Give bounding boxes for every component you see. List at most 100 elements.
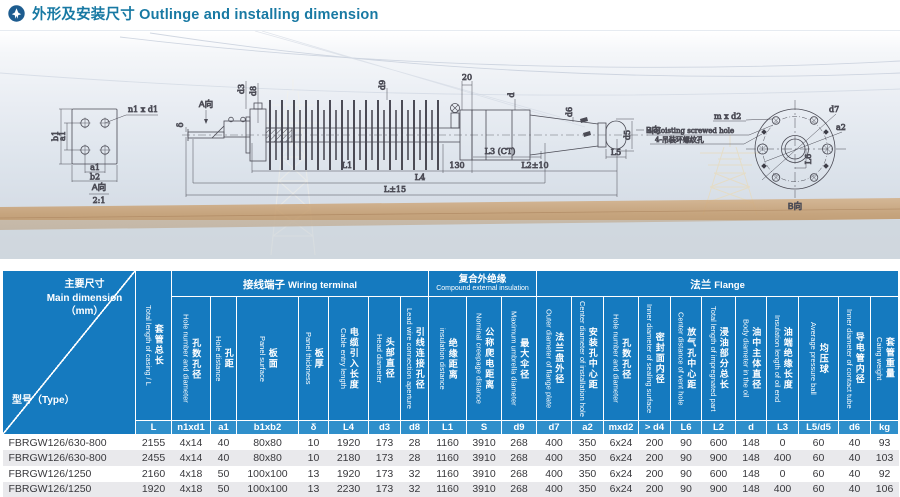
corner-type-label: 型号（Type）	[12, 395, 75, 406]
symbol-cell: S	[466, 420, 502, 435]
cell: 400	[545, 452, 563, 465]
flange-end-view: m x d2 4-Hoisting screwed hole 4-吊装环螺纹孔 …	[647, 100, 846, 211]
cell: 90	[680, 452, 692, 465]
col-header: Cable entry length 电缆引入长度	[328, 296, 369, 421]
symbol-cell: a2	[571, 420, 605, 435]
cell: 40	[848, 436, 861, 449]
symbol-cell: L6	[670, 420, 703, 435]
dim-d: d	[507, 92, 516, 97]
view-b-caption: B向	[788, 201, 802, 211]
table-row: FBRGW126/1250 1920 4x18 50 100x100 13 22…	[2, 481, 899, 497]
dim-b1: b1	[51, 131, 60, 141]
cell: 4x14	[179, 452, 203, 465]
cell: 350	[578, 436, 597, 449]
cell: 32	[408, 467, 421, 480]
col-header: Head diameter 头部直径	[368, 296, 401, 421]
cell: 900	[709, 452, 728, 465]
cell: 1160	[436, 483, 459, 496]
dim-20: 20	[462, 73, 472, 82]
dim-mxd2: m x d2	[714, 112, 741, 121]
dim-l1: L1	[342, 161, 352, 170]
symbol-cell: L2	[701, 420, 737, 435]
cell: 1920	[141, 483, 166, 496]
cell: 60	[812, 436, 825, 449]
symbol-cell: d3	[368, 420, 401, 435]
cell: 50	[217, 483, 230, 496]
cell: 0	[779, 436, 786, 449]
col-header: Inner diameter of sealing surface 密封面内径	[638, 296, 672, 421]
symbol-cell: d9	[500, 420, 538, 435]
column-header-row: Hole number and diameter 孔数孔径 Hole distan…	[3, 296, 900, 421]
cell: 40	[848, 452, 861, 465]
cell: 350	[578, 467, 597, 480]
cell: 60	[812, 483, 825, 496]
cell: 13	[307, 483, 320, 496]
cell: 2155	[141, 436, 166, 449]
symbol-cell: L	[135, 420, 172, 435]
technical-drawing-area: n1 x d1 b1 a1 a1 b2 A向 2:1 A向	[0, 30, 900, 259]
cell: 80x80	[253, 436, 282, 449]
cell: 600	[709, 436, 728, 449]
cell: 60	[812, 467, 825, 480]
page-header: 外形及安装尺寸 Outlinge and installing dimensio…	[8, 3, 379, 24]
symbol-cell: a1	[210, 420, 237, 435]
cell: 0	[779, 467, 786, 480]
col-header: Inner diameter of contact tube 导电管内径	[838, 296, 872, 421]
col-header: Center diameter of installation hole 安装孔中…	[571, 296, 605, 421]
dim-n1xd1: n1 x d1	[128, 105, 158, 114]
col-header: Hole distance 孔距	[210, 296, 237, 421]
cell: 100x100	[247, 467, 288, 480]
dim-l2: L2±10	[521, 161, 548, 170]
col-header: Center distance of vent hole 放气孔中心距	[670, 296, 703, 421]
cell: 200	[645, 436, 664, 449]
cell: 3910	[472, 483, 496, 496]
symbol-cell: > d4	[638, 420, 672, 435]
cell: 268	[510, 483, 528, 496]
cell: 4x18	[179, 467, 203, 480]
cell: 40	[217, 436, 230, 449]
dim-d7: d7	[829, 105, 839, 114]
table-row: FBRGW126/630-800 2455 4x14 40 80x80 10 2…	[2, 450, 899, 466]
symbol-cell: L3	[766, 420, 800, 435]
symbol-cell: kg	[870, 420, 900, 435]
outline-drawing: n1 x d1 b1 a1 a1 b2 A向 2:1 A向	[0, 31, 900, 259]
background-shoreline	[0, 198, 900, 259]
cell: 400	[773, 452, 792, 465]
dim-d9: d9	[378, 80, 387, 90]
cell: 1920	[336, 436, 361, 449]
cell: 60	[812, 452, 825, 465]
cell: 10	[307, 452, 320, 465]
table-corner: 主要尺寸 Main dimension （mm） 型号（Type）	[2, 270, 136, 435]
cell: 148	[742, 483, 760, 496]
cell: 2180	[336, 452, 361, 465]
brand-icon	[8, 5, 25, 22]
col-header: Body diameter in the oil 油中主体直径	[735, 296, 768, 421]
dim-l3: L3 (CT)	[485, 147, 516, 156]
cell: 200	[645, 467, 664, 480]
cell: 173	[375, 436, 394, 449]
cell: 40	[217, 452, 230, 465]
cell: 40	[848, 483, 861, 496]
cell: 10	[307, 436, 320, 449]
dim-l4: L4	[415, 173, 425, 182]
table-row: FBRGW126/630-800 2155 4x14 40 80x80 10 1…	[3, 435, 899, 451]
cell: 400	[773, 483, 792, 496]
col-header: Hole number and diameter 孔数孔径	[603, 296, 640, 421]
dim-d3: d3	[237, 84, 246, 94]
cell: 90	[680, 436, 692, 449]
cell: 50	[217, 467, 230, 480]
cell: 4x18	[179, 483, 203, 496]
cell: 148	[742, 452, 760, 465]
symbol-cell: d8	[400, 420, 429, 435]
dim-l15: L±15	[384, 185, 406, 194]
dim-b2: b2	[90, 173, 100, 182]
bushing-drawing: A向 δ d3 d8 d9 20 d d6 d5 L3 (CT) L5 L1 1…	[176, 73, 661, 197]
dim-delta: δ	[176, 122, 185, 127]
col-header: Insulation length of oil end 油端绝缘长度	[766, 296, 800, 421]
cell: 268	[510, 436, 528, 449]
background-power-lines	[0, 31, 900, 128]
cell: 173	[375, 452, 394, 465]
cell: 32	[408, 483, 421, 496]
cell: 600	[709, 467, 728, 480]
